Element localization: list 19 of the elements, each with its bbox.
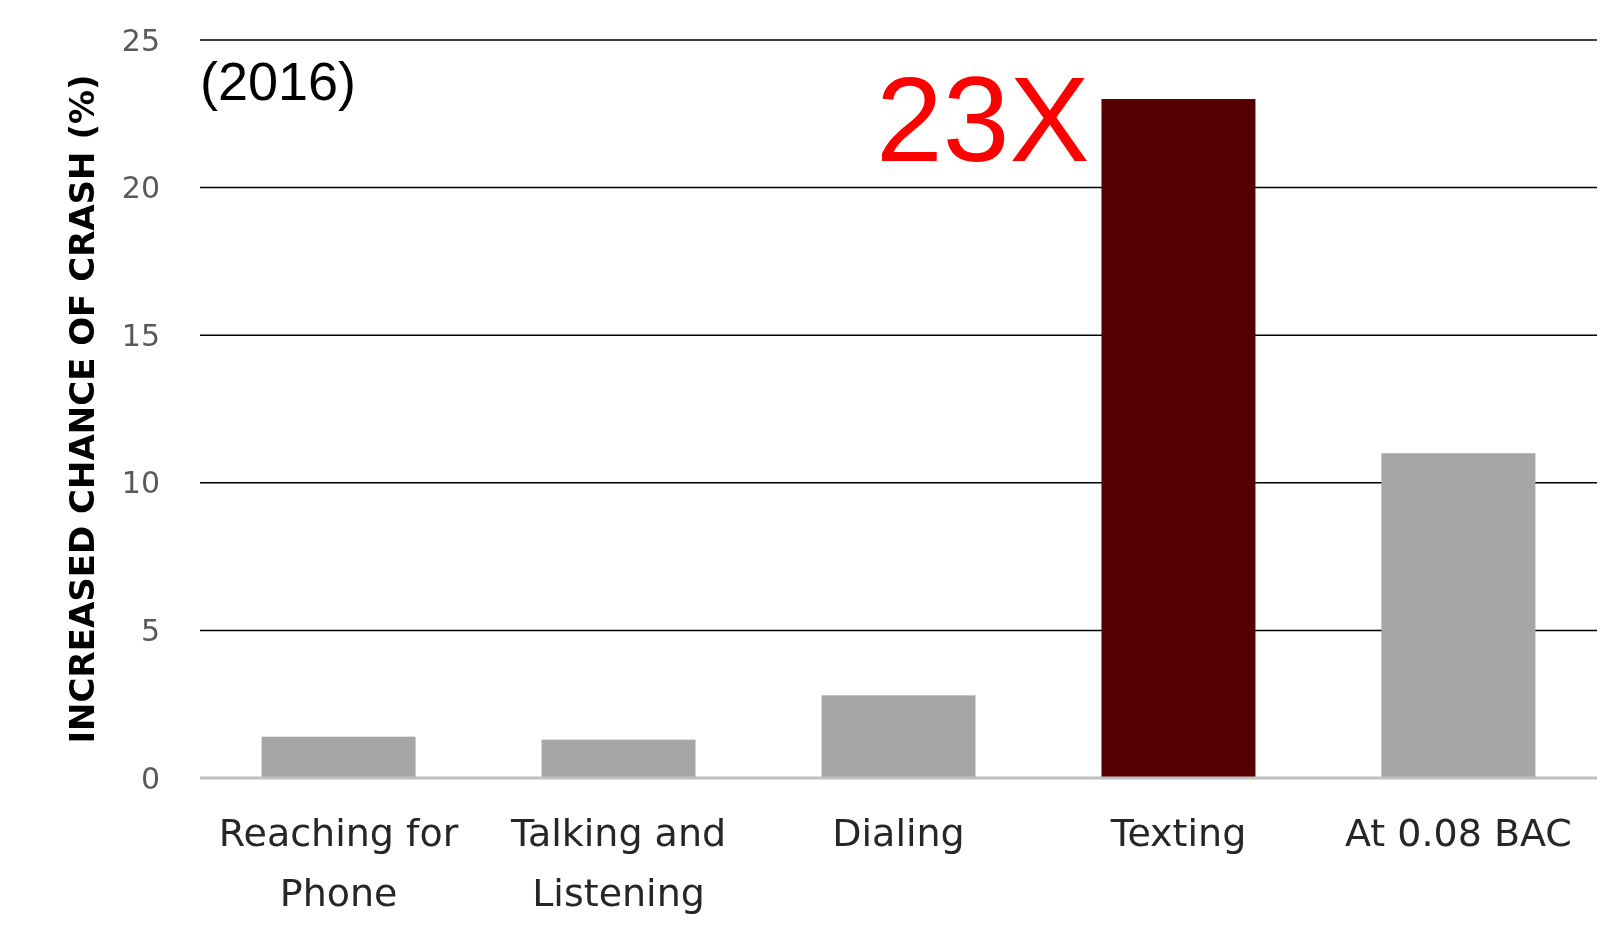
- y-tick-label: 0: [140, 760, 160, 796]
- x-tick-label: Reaching for Phone: [218, 811, 459, 915]
- bar: [1381, 453, 1536, 778]
- bar: [261, 736, 416, 778]
- y-tick-label: 5: [140, 612, 160, 648]
- y-axis-title: INCREASED CHANCE OF CRASH (%): [62, 74, 102, 744]
- x-tick-label: Texting: [1109, 811, 1247, 855]
- y-tick-label: 20: [121, 170, 160, 206]
- x-tick-label: Talking and Listening: [509, 811, 727, 915]
- annotation: (2016): [200, 51, 357, 111]
- x-tick-label: Dialing: [832, 811, 965, 855]
- y-tick-label: 10: [121, 465, 160, 501]
- bar: [1101, 99, 1256, 778]
- annotation: 23X: [875, 52, 1090, 187]
- bar: [821, 695, 976, 778]
- y-tick-label: 25: [121, 22, 160, 58]
- x-tick-label: At 0.08 BAC: [1344, 811, 1572, 855]
- bar: [541, 739, 696, 778]
- y-tick-label: 15: [121, 317, 160, 353]
